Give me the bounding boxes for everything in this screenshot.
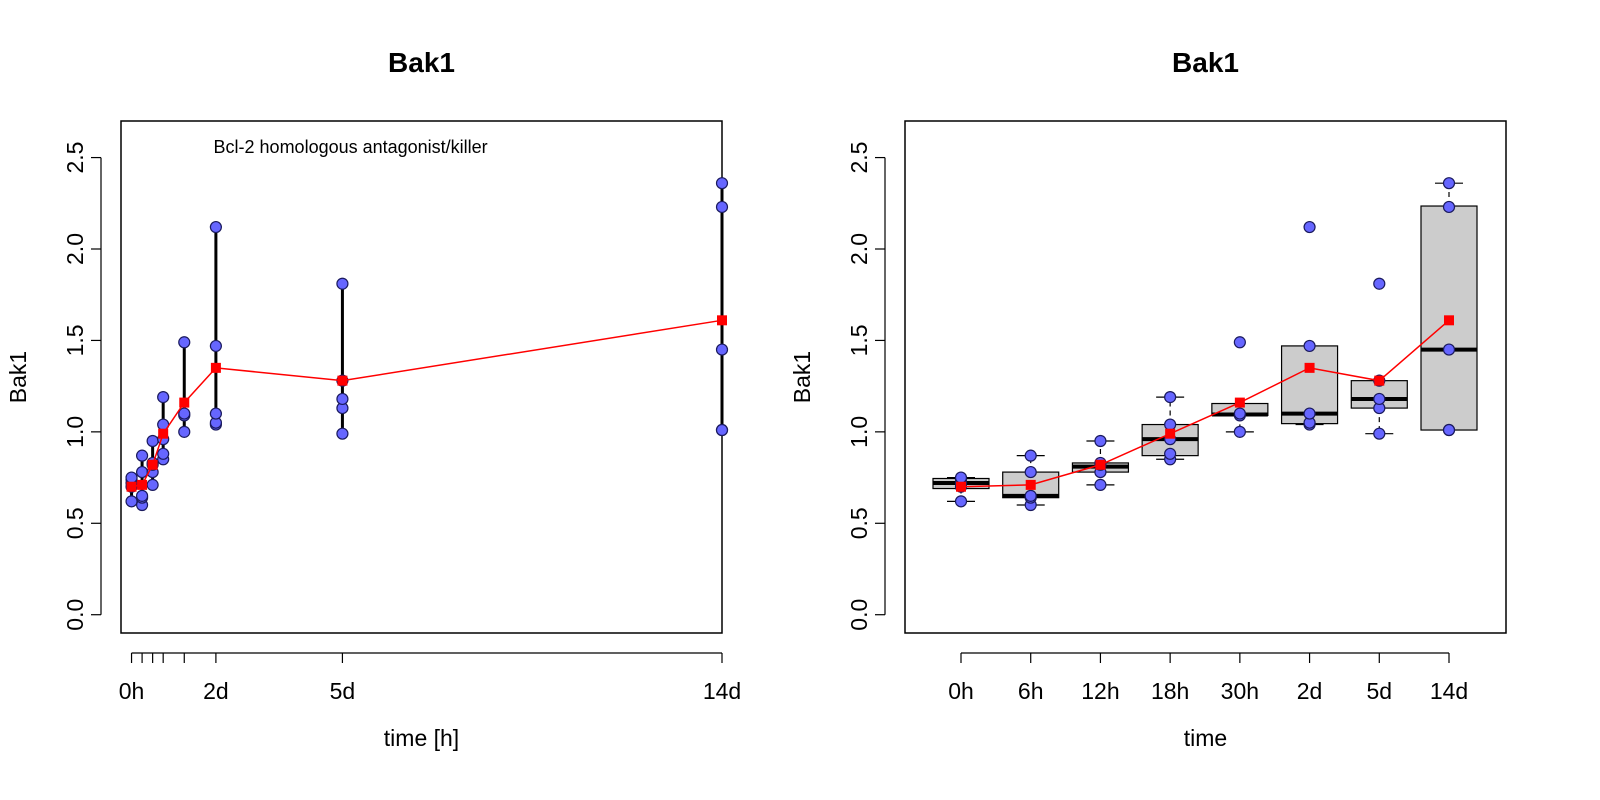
mean-marker — [158, 428, 169, 439]
mean-marker — [1165, 428, 1176, 439]
data-point — [209, 407, 222, 420]
data-point — [1094, 434, 1107, 448]
data-point — [1303, 339, 1316, 353]
y-tick-label: 1.0 — [846, 416, 872, 448]
x-tick-label: 5d — [330, 678, 356, 704]
mean-marker — [126, 481, 137, 492]
data-point — [1303, 220, 1316, 234]
mean-marker — [210, 362, 221, 373]
data-point — [209, 339, 222, 353]
mean-marker — [717, 315, 727, 326]
mean-marker — [956, 481, 966, 492]
x-tick-label: 30h — [1221, 678, 1259, 704]
y-tick-label: 0.5 — [846, 507, 872, 539]
x-tick-label: 6h — [1018, 678, 1044, 704]
data-point — [135, 449, 149, 462]
y-tick-label: 1.5 — [846, 324, 872, 356]
data-point — [1024, 489, 1037, 502]
data-point — [1024, 449, 1037, 462]
data-point — [1442, 423, 1456, 437]
data-point — [1233, 336, 1246, 349]
y-tick-label: 0.5 — [62, 507, 88, 539]
left-panel: Bak1 time [h] Bak1 0.0 0.5 1.0 1.5 2.0 2.5 Bcl-2 … — [5, 47, 741, 751]
y-tick-label: 2.0 — [62, 233, 88, 265]
data-point — [1094, 478, 1107, 491]
gene-annotation: Bcl-2 homologous antagonist/killer — [214, 137, 488, 157]
data-point — [1233, 425, 1246, 438]
mean-marker — [1095, 459, 1106, 470]
x-axis-label: time — [1184, 725, 1227, 751]
data-point — [157, 447, 170, 460]
data-point — [715, 200, 729, 214]
data-point — [1164, 418, 1177, 431]
data-point — [1442, 177, 1456, 190]
data-point — [715, 177, 729, 190]
data-point — [1233, 407, 1246, 420]
y-tick-label: 1.5 — [62, 324, 88, 356]
data-point — [336, 427, 349, 440]
plot-frame — [120, 120, 723, 634]
data-point — [178, 425, 191, 438]
x-tick-label: 2d — [203, 678, 229, 704]
mean-marker — [1304, 362, 1315, 373]
data-point — [135, 489, 149, 502]
y-tick-label: 2.5 — [846, 142, 872, 174]
data-point — [1373, 392, 1386, 406]
mean-marker — [137, 479, 148, 490]
mean-marker — [147, 459, 158, 470]
mean-marker — [179, 397, 190, 408]
data-point — [1442, 343, 1456, 356]
y-axis-label: Bak1 — [789, 351, 815, 403]
data-point — [336, 277, 349, 290]
mean-marker — [1444, 315, 1454, 326]
data-point — [1164, 391, 1177, 404]
data-point — [954, 471, 968, 484]
x-tick-label: 0h — [948, 678, 974, 704]
data-point — [1373, 277, 1386, 290]
y-axis-label: Bak1 — [5, 351, 31, 403]
x-tick-label: 14d — [1430, 678, 1468, 704]
data-point — [1303, 407, 1316, 420]
x-axis-label: time [h] — [384, 725, 459, 751]
mean-marker — [337, 375, 348, 386]
chart-title: Bak1 — [1172, 47, 1239, 78]
x-tick-label: 0h — [119, 678, 145, 704]
x-tick-label: 12h — [1081, 678, 1119, 704]
data-point — [125, 495, 138, 508]
data-point — [336, 392, 349, 406]
chart-title: Bak1 — [388, 47, 455, 78]
y-tick-label: 0.0 — [846, 599, 872, 631]
data-point — [1373, 427, 1386, 440]
y-tick-label: 2.0 — [846, 233, 872, 265]
plot-frame — [904, 120, 1507, 634]
data-point — [1442, 200, 1456, 214]
x-tick-label: 18h — [1151, 678, 1189, 704]
data-point — [146, 434, 159, 448]
y-tick-label: 0.0 — [62, 599, 88, 631]
x-tick-label: 2d — [1297, 678, 1323, 704]
mean-line — [960, 319, 1450, 488]
data-point — [715, 423, 729, 437]
data-point — [209, 220, 222, 234]
data-point — [178, 407, 191, 420]
data-point — [1024, 465, 1037, 479]
data-point — [954, 495, 968, 508]
x-tick-label: 5d — [1366, 678, 1392, 704]
data-point — [146, 478, 159, 491]
data-point — [715, 343, 729, 356]
mean-marker — [1234, 397, 1245, 408]
mean-marker — [1374, 375, 1385, 386]
y-tick-label: 1.0 — [62, 416, 88, 448]
x-tick-label: 14d — [703, 678, 741, 704]
y-tick-label: 2.5 — [62, 142, 88, 174]
right-panel: Bak1 time Bak1 0.0 0.5 1.0 1.5 2.0 2.5 0h 6h 12h 18h… — [789, 47, 1507, 751]
data-point — [1164, 447, 1177, 460]
mean-marker — [1025, 479, 1036, 490]
data-point — [178, 336, 191, 349]
data-point — [157, 391, 170, 404]
data-point — [125, 471, 138, 484]
